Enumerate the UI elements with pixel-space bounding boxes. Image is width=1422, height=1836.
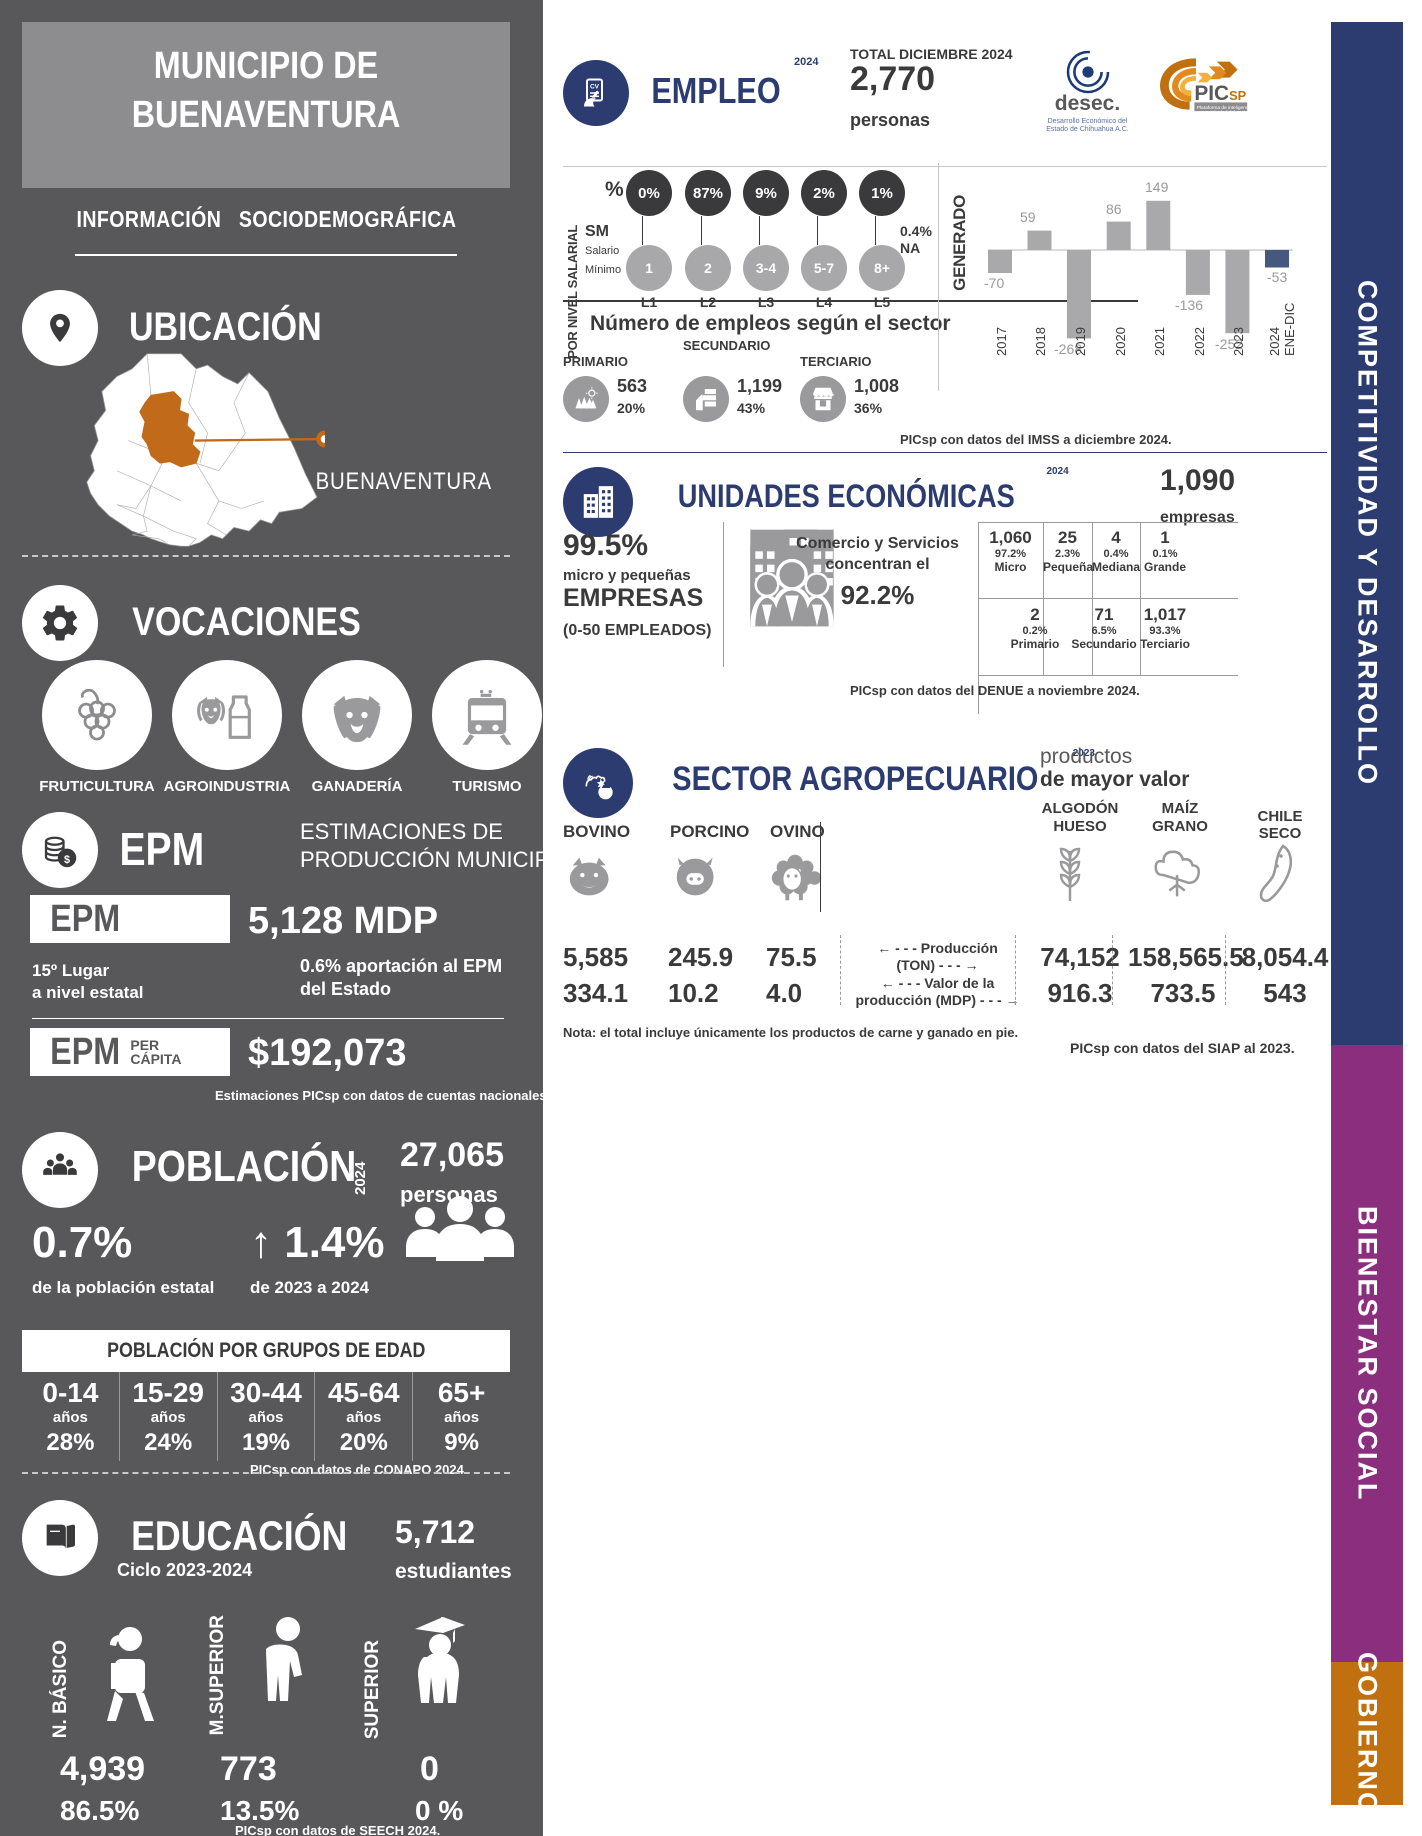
svg-text:PICSP: PICSP	[1194, 82, 1246, 105]
svg-text:competitividad del sector priv: competitividad del sector privado	[1197, 110, 1260, 116]
svg-text:CV: CV	[590, 84, 600, 91]
svg-text:$: $	[64, 854, 70, 866]
